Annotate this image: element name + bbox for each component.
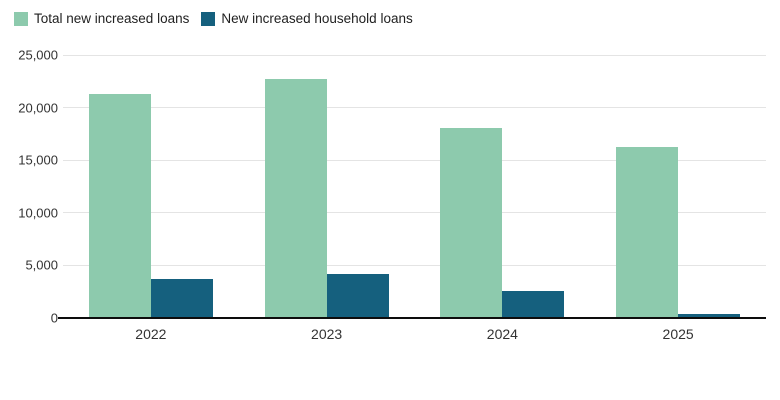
- gridline: [63, 107, 766, 109]
- x-axis-tick-label: 2023: [311, 326, 343, 342]
- x-axis-tick-label: 2022: [135, 326, 167, 342]
- bar-household-2024: [502, 291, 565, 318]
- bar-household-2023: [326, 274, 389, 318]
- y-axis-tick-label: 25,000: [18, 47, 58, 63]
- x-axis-tick-label: 2025: [662, 326, 694, 342]
- legend-swatch-icon: [14, 11, 28, 26]
- y-axis-tick-label: 0: [50, 310, 58, 326]
- gridline: [63, 159, 766, 161]
- bar-household-2025: [678, 314, 741, 318]
- bar-total-2023: [264, 79, 327, 318]
- gridline: [63, 264, 766, 266]
- legend-item: New increased household loans: [201, 11, 413, 26]
- y-axis-tick-label: 20,000: [18, 100, 58, 116]
- legend-label: New increased household loans: [221, 11, 413, 26]
- legend-item: Total new increased loans: [14, 11, 189, 26]
- bar-total-2025: [616, 147, 679, 318]
- gridline: [63, 54, 766, 56]
- legend-label: Total new increased loans: [34, 11, 190, 26]
- x-axis-tick-label: 2024: [486, 326, 518, 342]
- x-axis-line: [58, 317, 766, 319]
- bar-household-2022: [150, 279, 213, 318]
- y-axis-tick-label: 5,000: [25, 257, 58, 273]
- chart-legend: Total new increased loans New increased h…: [14, 11, 413, 26]
- y-axis-tick-label: 15,000: [18, 152, 58, 168]
- bar-total-2022: [88, 94, 151, 318]
- bar-total-2024: [440, 128, 503, 318]
- legend-swatch-icon: [201, 11, 216, 26]
- y-axis-tick-label: 10,000: [18, 205, 58, 221]
- gridline: [63, 212, 766, 214]
